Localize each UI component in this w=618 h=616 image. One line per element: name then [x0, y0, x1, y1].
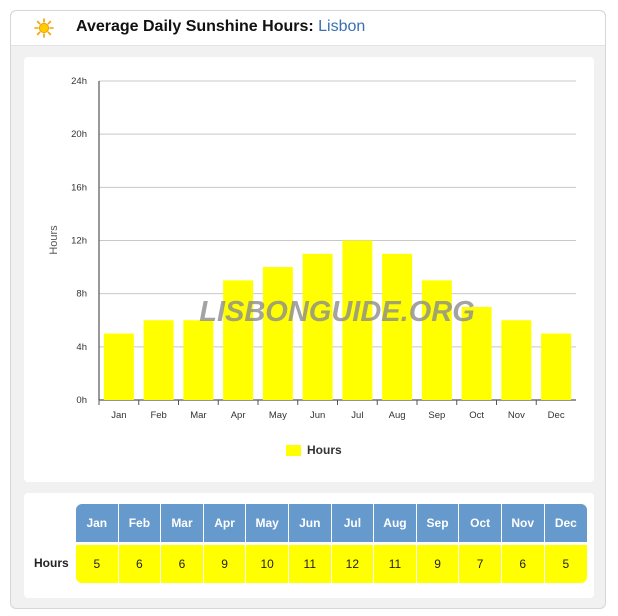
x-tick-label: Mar	[190, 410, 206, 421]
table-header-cell-mar: Mar	[161, 504, 204, 542]
y-axis-label: Hours	[48, 225, 60, 255]
x-tick-label: Nov	[508, 410, 525, 421]
y-tick-label: 24h	[71, 76, 87, 87]
table-cell-sep: 9	[416, 545, 460, 583]
table-header-cell-may: May	[246, 504, 289, 542]
sunshine-widget: Average Daily Sunshine Hours: Lisbon 0h 4…	[10, 10, 606, 609]
page-title: Average Daily Sunshine Hours: Lisbon	[76, 18, 365, 36]
city-link[interactable]: Lisbon	[318, 18, 366, 35]
table-header-cell-oct: Oct	[459, 504, 502, 542]
table-header-cell-dec: Dec	[544, 504, 588, 542]
x-tick-label: Jan	[111, 410, 126, 421]
y-tick-label: 20h	[71, 129, 87, 140]
y-tick-label: 0h	[76, 395, 87, 406]
table-header-cell-jan: Jan	[76, 504, 119, 542]
table-header-cell-jun: Jun	[288, 504, 332, 542]
x-tick-label: Jun	[310, 410, 325, 421]
table-header-cell-sep: Sep	[416, 504, 460, 542]
table-cell-jun: 11	[288, 545, 332, 583]
y-tick-label: 16h	[71, 182, 87, 193]
bar-dec	[541, 333, 572, 400]
chart-card: 0h 4h 8h 12h 16h 20h 24h Hours Jan Feb Mar Apr May Ju…	[24, 57, 594, 482]
widget-header: Average Daily Sunshine Hours: Lisbon	[11, 11, 605, 46]
x-tick-label: Jul	[351, 410, 363, 421]
x-tick-label: Dec	[548, 410, 565, 421]
x-tick-label: Feb	[150, 410, 166, 421]
sunshine-bar-chart: 0h 4h 8h 12h 16h 20h 24h Hours Jan Feb Mar Apr May Ju…	[48, 76, 576, 421]
x-tick-label: May	[269, 410, 287, 421]
bar-sep	[421, 280, 452, 400]
table-cell-oct: 7	[459, 545, 502, 583]
table-cell-feb: 6	[118, 545, 162, 583]
table-cell-may: 10	[246, 545, 289, 583]
sun-icon	[34, 18, 54, 38]
bar-jan	[103, 333, 134, 400]
table-cell-dec: 5	[544, 545, 588, 583]
table-header-cell-jul: Jul	[331, 504, 375, 542]
x-tick-label: Oct	[469, 410, 484, 421]
y-tick-label: 12h	[71, 236, 87, 247]
table-header-cell-nov: Nov	[501, 504, 545, 542]
table-header-row: Jan Feb Mar Apr May Jun Jul Aug Sep Oct Nov Dec	[76, 504, 588, 542]
chart-legend[interactable]: Hours	[286, 443, 342, 457]
data-table: Hours Jan Feb Mar Apr May Jun Jul Aug Sep Oct Nov D…	[24, 493, 594, 598]
bar-may	[262, 267, 293, 400]
bar-feb	[143, 320, 174, 400]
bar-jul	[342, 240, 373, 400]
table-cell-jan: 5	[76, 545, 119, 583]
table-cell-nov: 6	[501, 545, 545, 583]
legend-swatch	[286, 444, 301, 456]
watermark: LISBONGUIDE.ORG	[199, 296, 475, 328]
table-cell-apr: 9	[203, 545, 247, 583]
y-tick-label: 4h	[76, 342, 87, 353]
table-cell-jul: 12	[331, 545, 375, 583]
table-header-cell-feb: Feb	[118, 504, 162, 542]
bar-jun	[302, 253, 333, 400]
table-header-cell-aug: Aug	[374, 504, 417, 542]
x-tick-label: Apr	[231, 410, 246, 421]
bar-apr	[223, 280, 254, 400]
bar-aug	[382, 253, 413, 400]
bar-oct	[461, 306, 492, 400]
legend-label: Hours	[307, 443, 342, 457]
bar-nov	[501, 320, 532, 400]
table-cell-mar: 6	[161, 545, 204, 583]
table-row: 5 6 6 9 10 11 12 11 9 7 6 5	[76, 545, 588, 583]
x-tick-label: Sep	[428, 410, 445, 421]
bar-mar	[183, 320, 214, 400]
table-row-label: Hours	[34, 556, 69, 570]
title-text: Average Daily Sunshine Hours:	[76, 18, 314, 35]
x-tick-label: Aug	[389, 410, 406, 421]
y-tick-label: 8h	[76, 289, 87, 300]
table-cell-aug: 11	[374, 545, 417, 583]
table-header-cell-apr: Apr	[203, 504, 247, 542]
